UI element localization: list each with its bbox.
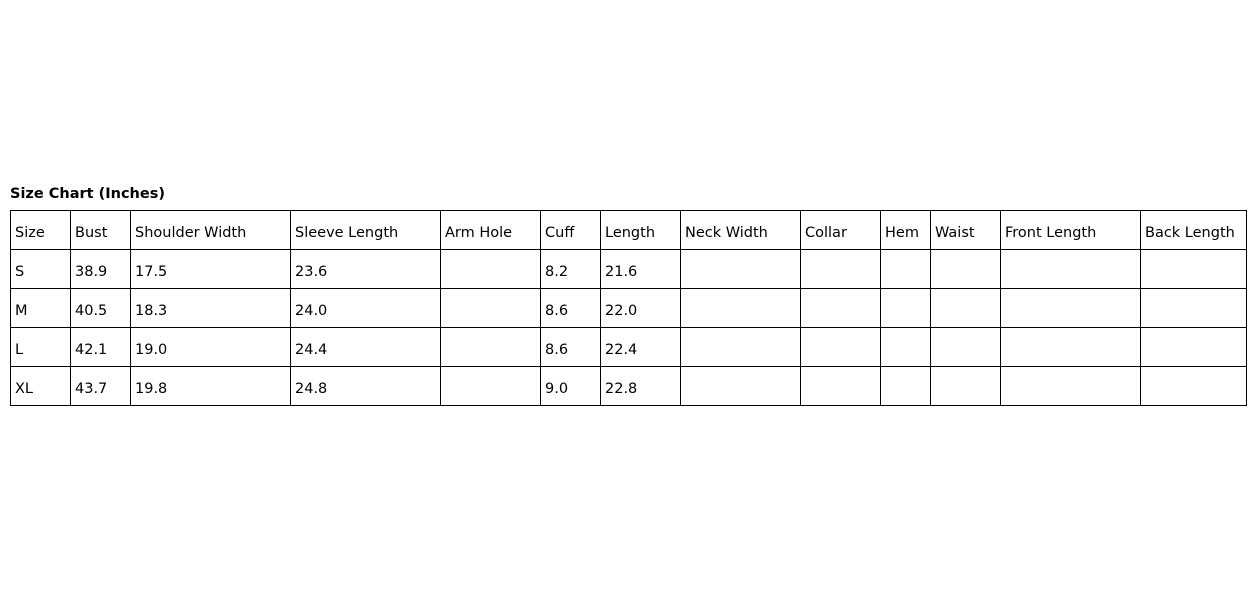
table-cell: S: [10, 249, 71, 289]
table-row: S 38.9 17.5 23.6 8.2 21.6: [10, 249, 1247, 289]
column-header: Length: [600, 210, 681, 250]
table-row: XL 43.7 19.8 24.8 9.0 22.8: [10, 366, 1247, 406]
table-cell: [930, 327, 1001, 367]
table-cell: 8.2: [540, 249, 601, 289]
table-cell: 23.6: [290, 249, 441, 289]
size-chart-table: Size Bust Shoulder Width Sleeve Length Arm H…: [10, 210, 1247, 406]
table-cell: L: [10, 327, 71, 367]
column-header: Arm Hole: [440, 210, 541, 250]
table-cell: 43.7: [70, 366, 131, 406]
header-row: Size Bust Shoulder Width Sleeve Length Arm H…: [10, 210, 1247, 250]
table-cell: [440, 288, 541, 328]
column-header: Hem: [880, 210, 931, 250]
table-cell: 22.0: [600, 288, 681, 328]
table-cell: [680, 249, 801, 289]
column-header: Front Length: [1000, 210, 1141, 250]
column-header: Collar: [800, 210, 881, 250]
column-header: Back Length: [1140, 210, 1247, 250]
size-chart-title: Size Chart (Inches): [10, 186, 165, 202]
column-header: Shoulder Width: [130, 210, 291, 250]
column-header: Sleeve Length: [290, 210, 441, 250]
table-cell: [880, 327, 931, 367]
table-cell: [1000, 288, 1141, 328]
table-cell: [1000, 366, 1141, 406]
table-row: L 42.1 19.0 24.4 8.6 22.4: [10, 327, 1247, 367]
table-cell: 18.3: [130, 288, 291, 328]
table-cell: [680, 288, 801, 328]
table-cell: [930, 366, 1001, 406]
table-cell: [800, 327, 881, 367]
table-cell: 24.8: [290, 366, 441, 406]
table-cell: [440, 327, 541, 367]
table-cell: [930, 288, 1001, 328]
table-cell: [440, 366, 541, 406]
table-cell: 42.1: [70, 327, 131, 367]
table-cell: [800, 366, 881, 406]
table-cell: 38.9: [70, 249, 131, 289]
table-cell: 22.4: [600, 327, 681, 367]
table-cell: M: [10, 288, 71, 328]
table-cell: [930, 249, 1001, 289]
table-cell: [800, 288, 881, 328]
table-cell: 19.0: [130, 327, 291, 367]
table-cell: [1140, 366, 1247, 406]
column-header: Cuff: [540, 210, 601, 250]
table-cell: 19.8: [130, 366, 291, 406]
table-cell: [680, 366, 801, 406]
table-cell: [680, 327, 801, 367]
table-cell: 21.6: [600, 249, 681, 289]
table-cell: [1000, 249, 1141, 289]
table-cell: 8.6: [540, 288, 601, 328]
table-cell: [1140, 288, 1247, 328]
table-cell: 24.0: [290, 288, 441, 328]
table-cell: [880, 366, 931, 406]
table-cell: 40.5: [70, 288, 131, 328]
table-cell: [880, 288, 931, 328]
table-cell: [1140, 327, 1247, 367]
table-cell: 24.4: [290, 327, 441, 367]
column-header: Waist: [930, 210, 1001, 250]
table-cell: [1140, 249, 1247, 289]
table-cell: 22.8: [600, 366, 681, 406]
column-header: Size: [10, 210, 71, 250]
column-header: Neck Width: [680, 210, 801, 250]
table-cell: [800, 249, 881, 289]
table-cell: [440, 249, 541, 289]
table-cell: 8.6: [540, 327, 601, 367]
table-cell: XL: [10, 366, 71, 406]
table-cell: [1000, 327, 1141, 367]
table-cell: 17.5: [130, 249, 291, 289]
table-row: M 40.5 18.3 24.0 8.6 22.0: [10, 288, 1247, 328]
table-cell: 9.0: [540, 366, 601, 406]
table-cell: [880, 249, 931, 289]
column-header: Bust: [70, 210, 131, 250]
